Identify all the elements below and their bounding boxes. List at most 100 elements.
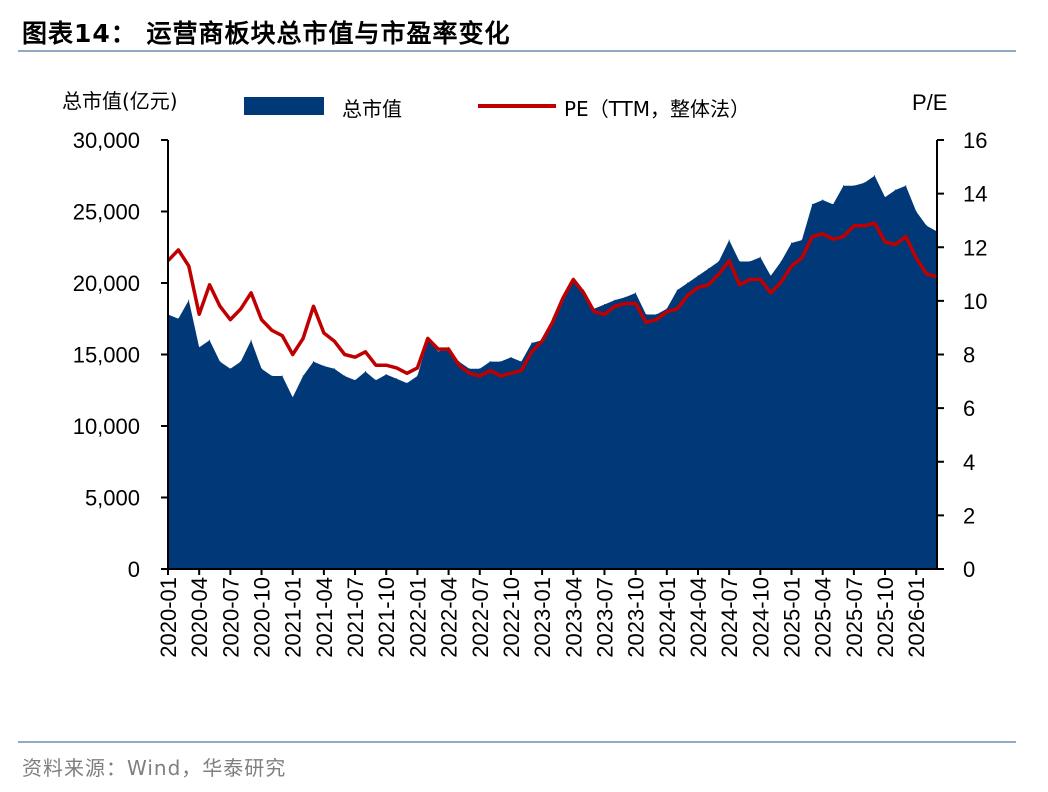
market-cap-point: [822, 199, 824, 201]
legend-label-market-cap: 总市值: [342, 97, 402, 121]
x-axis-tick-label: 2025-04: [811, 577, 836, 658]
market-cap-point: [364, 371, 366, 373]
right-axis-tick-label: 0: [963, 557, 975, 582]
market-cap-point: [531, 342, 533, 344]
pe-point: [489, 369, 492, 372]
pe-point: [322, 332, 325, 335]
market-cap-point: [333, 368, 335, 370]
pe-point: [478, 374, 481, 377]
market-cap-point: [385, 374, 387, 376]
pe-point: [281, 334, 284, 337]
market-cap-point: [250, 339, 252, 341]
market-cap-point: [177, 318, 179, 320]
market-cap-point: [271, 375, 273, 377]
left-axis-tick-label: 20,000: [73, 271, 140, 296]
market-cap-point: [645, 313, 647, 315]
market-cap-point: [718, 261, 720, 263]
market-cap-area: [168, 175, 937, 569]
right-axis-tick-label: 2: [963, 503, 975, 528]
pe-point: [748, 278, 751, 281]
pe-point: [811, 235, 814, 238]
market-cap-point: [842, 185, 844, 187]
pe-point: [177, 248, 180, 251]
market-cap-point: [209, 339, 211, 341]
pe-point: [717, 273, 720, 276]
pe-point: [551, 321, 554, 324]
market-cap-point: [416, 375, 418, 377]
pe-point: [260, 318, 263, 321]
market-cap-point: [302, 375, 304, 377]
pe-point: [218, 305, 221, 308]
market-cap-point: [635, 292, 637, 294]
pe-point: [250, 291, 253, 294]
x-axis-tick-label: 2023-07: [592, 577, 617, 658]
legend-swatch-market-cap: [244, 97, 324, 115]
pe-point: [790, 265, 793, 268]
pe-point: [385, 364, 388, 367]
pe-point: [884, 240, 887, 243]
pe-point: [343, 353, 346, 356]
right-axis-tick-label: 8: [963, 343, 975, 368]
x-axis-tick-label: 2024-07: [717, 577, 742, 658]
market-cap-point: [749, 261, 751, 263]
market-cap-point: [905, 185, 907, 187]
market-cap-point: [219, 361, 221, 363]
pe-point: [395, 366, 398, 369]
x-axis-tick-label: 2020-04: [187, 577, 212, 658]
source-note: 资料来源：Wind，华泰研究: [22, 756, 287, 780]
pe-point: [738, 283, 741, 286]
pe-point: [852, 224, 855, 227]
right-axis-tick-label: 14: [963, 182, 987, 207]
pe-point: [270, 329, 273, 332]
pe-point: [354, 356, 357, 359]
legend-label-pe: PE（TTM，整体法）: [564, 97, 750, 121]
pe-point: [499, 374, 502, 377]
pe-point: [707, 283, 710, 286]
pe-line-series: [166, 221, 938, 378]
market-cap-point: [406, 382, 408, 384]
market-cap-point: [853, 185, 855, 187]
pe-point: [769, 291, 772, 294]
market-cap-point: [468, 368, 470, 370]
pe-point: [541, 340, 544, 343]
x-axis-tick-label: 2021-10: [374, 577, 399, 658]
market-cap-area-series: [167, 175, 938, 569]
pe-point: [291, 353, 294, 356]
pe-point: [229, 318, 232, 321]
market-cap-point: [396, 378, 398, 380]
pe-point: [457, 364, 460, 367]
x-axis-tick-label: 2021-01: [281, 577, 306, 658]
market-cap-point: [614, 299, 616, 301]
market-cap-point: [884, 196, 886, 198]
market-cap-point: [707, 268, 709, 270]
market-cap-point: [759, 256, 761, 258]
right-axis-tick-label: 6: [963, 396, 975, 421]
pe-point: [198, 313, 201, 316]
right-axis-tick-label: 16: [963, 128, 987, 153]
x-axis-tick-label: 2022-01: [405, 577, 430, 658]
left-axis-tick-label: 5,000: [85, 486, 140, 511]
axes: 0 5,000 10,000 15,000 20,000 25,000 30,000 0 2 4 6…: [73, 128, 988, 658]
right-axis-tick-label: 12: [963, 235, 987, 260]
x-axis-tick-label: 2022-07: [468, 577, 493, 658]
pe-point: [572, 278, 575, 281]
pe-point: [561, 297, 564, 300]
pe-point: [312, 305, 315, 308]
pe-point: [364, 350, 367, 353]
pe-point: [728, 259, 731, 262]
source-divider: [18, 741, 1016, 743]
right-axis-label: P/E: [912, 90, 947, 115]
pe-point: [468, 372, 471, 375]
pe-point: [374, 364, 377, 367]
pe-point: [655, 318, 658, 321]
pe-point: [530, 350, 533, 353]
market-cap-point: [801, 239, 803, 241]
x-axis-tick-label: 2023-10: [624, 577, 649, 658]
market-cap-point: [344, 375, 346, 377]
market-cap-point: [770, 275, 772, 277]
x-axis-tick-label: 2021-07: [343, 577, 368, 658]
market-cap-point: [811, 203, 813, 205]
left-axis-tick-label: 30,000: [73, 128, 140, 153]
market-cap-point: [687, 282, 689, 284]
